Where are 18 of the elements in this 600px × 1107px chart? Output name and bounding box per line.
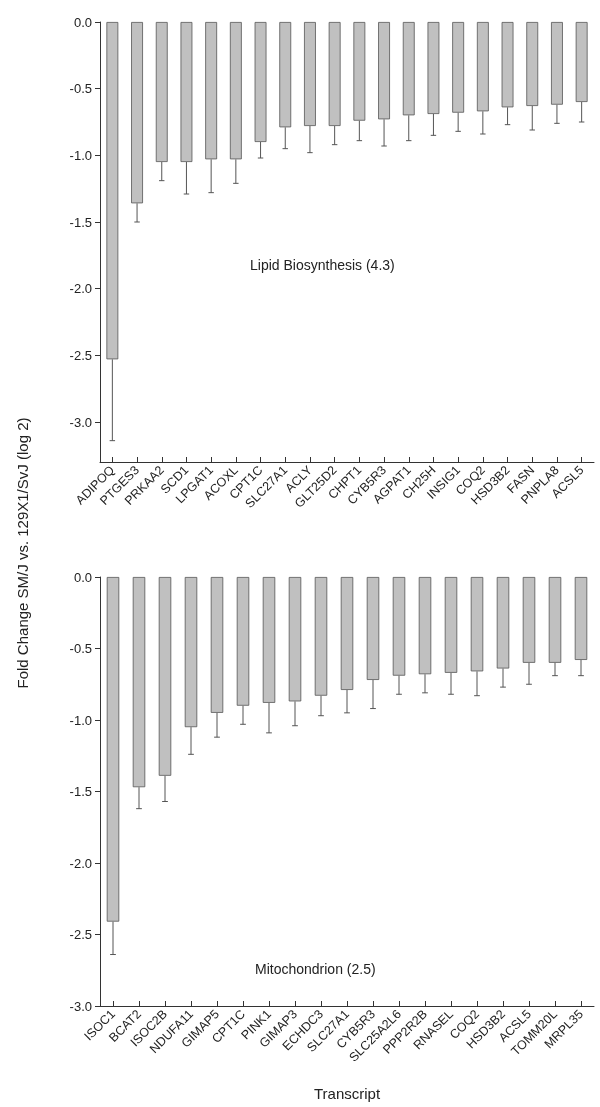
y-tick-label: -3.0 xyxy=(69,414,92,430)
y-tick-label: 0.0 xyxy=(73,569,92,585)
x-axis-title: Transcript xyxy=(313,1085,381,1102)
y-tick-label: -3.0 xyxy=(69,998,92,1014)
y-tick-label: 0.0 xyxy=(73,14,92,30)
y-axis-title: Fold Change SM/J vs. 129X1/SvJ (log 2) xyxy=(13,417,31,689)
y-tick-label: -2.0 xyxy=(69,855,92,871)
y-tick-label: -1.0 xyxy=(69,147,92,163)
y-tick-label: -0.5 xyxy=(69,81,92,97)
annotation: Mitochondrion (2.5) xyxy=(255,961,376,977)
y-tick-label: -2.0 xyxy=(69,281,92,297)
y-tick-label: -1.5 xyxy=(69,214,92,230)
y-tick-label: -2.5 xyxy=(69,927,92,942)
y-tick-label: -1.5 xyxy=(69,784,92,799)
y-tick-label: -0.5 xyxy=(69,641,92,656)
y-tick-label: -1.0 xyxy=(69,712,92,728)
y-tick-label: -2.5 xyxy=(69,347,92,363)
annotation: Lipid Biosynthesis (4.3) xyxy=(250,257,395,273)
